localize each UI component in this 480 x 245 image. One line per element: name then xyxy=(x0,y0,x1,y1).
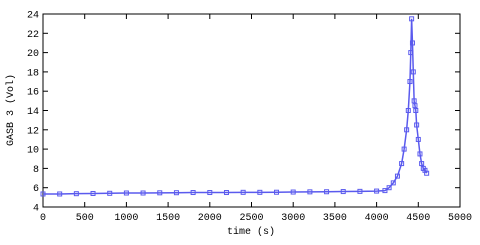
x-tick-label: 2500 xyxy=(239,213,263,224)
y-tick-label: 18 xyxy=(27,68,39,79)
data-point xyxy=(401,146,407,152)
data-point xyxy=(40,191,46,197)
x-tick-label: 4000 xyxy=(365,213,389,224)
data-point xyxy=(240,189,246,195)
x-tick-label: 4500 xyxy=(406,213,430,224)
data-point xyxy=(207,190,213,196)
y-tick-label: 16 xyxy=(27,88,39,99)
data-point xyxy=(409,16,415,22)
data-point xyxy=(415,136,421,142)
data-point xyxy=(90,190,96,196)
data-point xyxy=(386,185,392,191)
data-point xyxy=(390,180,396,186)
data-point xyxy=(340,189,346,195)
data-point xyxy=(404,127,410,133)
y-tick-label: 8 xyxy=(33,165,39,176)
y-tick-label: 22 xyxy=(27,30,39,41)
x-tick-label: 2000 xyxy=(198,213,222,224)
data-point xyxy=(411,98,417,104)
data-point xyxy=(399,161,405,167)
data-point xyxy=(223,190,229,196)
x-tick-label: 3500 xyxy=(323,213,347,224)
data-point xyxy=(57,191,63,197)
data-point xyxy=(419,161,425,167)
data-point xyxy=(412,103,418,109)
data-point xyxy=(409,40,415,46)
data-point xyxy=(410,69,416,75)
x-tick-label: 1000 xyxy=(114,213,138,224)
data-point xyxy=(407,79,413,85)
data-point xyxy=(274,189,280,195)
data-point xyxy=(357,188,363,194)
y-axis-label: GASB 3 (Vol) xyxy=(5,74,17,146)
x-tick-label: 5000 xyxy=(448,213,472,224)
data-point xyxy=(257,189,263,195)
x-tick-label: 0 xyxy=(40,213,46,224)
data-point xyxy=(123,190,129,196)
y-tick-label: 24 xyxy=(27,11,39,22)
data-point xyxy=(324,189,330,195)
x-tick-label: 1500 xyxy=(156,213,180,224)
data-point xyxy=(173,190,179,196)
data-point xyxy=(394,173,400,179)
x-axis-label: time (s) xyxy=(227,226,275,238)
y-tick-label: 10 xyxy=(27,146,39,157)
data-point xyxy=(405,108,411,113)
data-point xyxy=(107,190,113,196)
data-point xyxy=(73,191,79,197)
x-tick-label: 3000 xyxy=(281,213,305,224)
data-point xyxy=(408,50,414,56)
data-point xyxy=(157,190,163,196)
data-point xyxy=(140,190,146,196)
data-point xyxy=(190,190,196,196)
x-tick-label: 500 xyxy=(76,213,94,224)
data-line xyxy=(43,18,428,195)
data-point xyxy=(290,189,296,195)
chart: time (s) GASB 3 (Vol) 0 500 1000 1500 2000 25… xyxy=(5,11,472,239)
data-point xyxy=(374,188,380,194)
data-point xyxy=(382,188,388,194)
y-tick-label: 6 xyxy=(33,184,39,195)
data-point xyxy=(413,108,419,113)
y-tick-label: 20 xyxy=(27,49,39,60)
data-point xyxy=(417,151,423,157)
y-tick-label: 4 xyxy=(33,204,39,215)
y-tick-label: 12 xyxy=(27,126,39,137)
data-point xyxy=(424,170,430,176)
data-point xyxy=(307,189,313,195)
data-point xyxy=(414,122,420,128)
y-tick-label: 14 xyxy=(27,107,39,118)
